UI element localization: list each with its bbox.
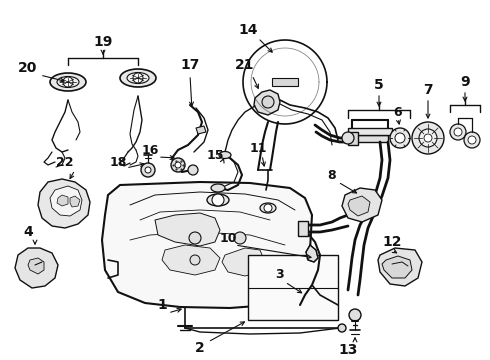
Circle shape (468, 136, 476, 144)
Circle shape (338, 324, 346, 332)
Polygon shape (298, 221, 308, 236)
Polygon shape (254, 90, 280, 115)
Circle shape (63, 77, 73, 87)
Polygon shape (162, 245, 220, 275)
Polygon shape (352, 135, 388, 142)
Circle shape (390, 128, 410, 148)
Text: 16: 16 (141, 144, 159, 157)
Text: 20: 20 (18, 61, 38, 75)
Polygon shape (155, 213, 220, 246)
Circle shape (212, 194, 224, 206)
Text: 1: 1 (157, 298, 167, 312)
Polygon shape (57, 195, 68, 206)
Ellipse shape (127, 72, 149, 84)
Circle shape (189, 232, 201, 244)
Ellipse shape (50, 73, 86, 91)
Circle shape (141, 163, 155, 177)
Text: 17: 17 (180, 58, 200, 72)
Ellipse shape (260, 203, 276, 213)
Polygon shape (15, 248, 58, 288)
Circle shape (145, 167, 151, 173)
Text: 6: 6 (393, 105, 402, 118)
Polygon shape (348, 196, 370, 216)
Circle shape (171, 158, 185, 172)
Polygon shape (50, 186, 82, 216)
Circle shape (395, 133, 405, 143)
Text: 22: 22 (56, 156, 74, 168)
Circle shape (190, 255, 200, 265)
Ellipse shape (211, 184, 225, 192)
Text: 4: 4 (23, 225, 33, 239)
Circle shape (412, 122, 444, 154)
Ellipse shape (120, 69, 156, 87)
Text: 19: 19 (93, 35, 113, 49)
Text: 5: 5 (374, 78, 384, 92)
Text: 11: 11 (249, 141, 267, 154)
Polygon shape (102, 182, 312, 308)
Text: 7: 7 (423, 83, 433, 97)
Polygon shape (342, 188, 382, 222)
Circle shape (424, 134, 432, 142)
Circle shape (175, 162, 181, 168)
Text: 3: 3 (276, 269, 284, 282)
Polygon shape (348, 132, 358, 145)
Text: 12: 12 (382, 235, 402, 249)
Polygon shape (38, 179, 90, 228)
Bar (248, 255, 338, 320)
Circle shape (264, 204, 272, 212)
Circle shape (349, 309, 361, 321)
Text: 18: 18 (109, 156, 127, 168)
Polygon shape (222, 248, 265, 276)
Circle shape (454, 128, 462, 136)
Circle shape (464, 132, 480, 148)
Text: 2: 2 (195, 341, 205, 355)
Text: 14: 14 (238, 23, 258, 37)
Ellipse shape (219, 152, 231, 158)
Polygon shape (70, 196, 80, 207)
Polygon shape (382, 256, 412, 278)
Polygon shape (306, 245, 318, 262)
Text: 10: 10 (219, 231, 237, 244)
Circle shape (342, 132, 354, 144)
Polygon shape (196, 126, 206, 134)
Polygon shape (28, 258, 44, 274)
Circle shape (419, 129, 437, 147)
Circle shape (133, 73, 143, 83)
Ellipse shape (207, 194, 229, 206)
Ellipse shape (57, 77, 79, 87)
Text: 15: 15 (206, 149, 224, 162)
Polygon shape (348, 128, 392, 135)
Circle shape (188, 165, 198, 175)
Text: 8: 8 (328, 168, 336, 181)
Text: 13: 13 (338, 343, 358, 357)
Circle shape (450, 124, 466, 140)
Polygon shape (272, 78, 298, 86)
Circle shape (262, 96, 274, 108)
Text: 21: 21 (235, 58, 255, 72)
Circle shape (234, 232, 246, 244)
Polygon shape (378, 248, 422, 286)
Text: 9: 9 (460, 75, 470, 89)
